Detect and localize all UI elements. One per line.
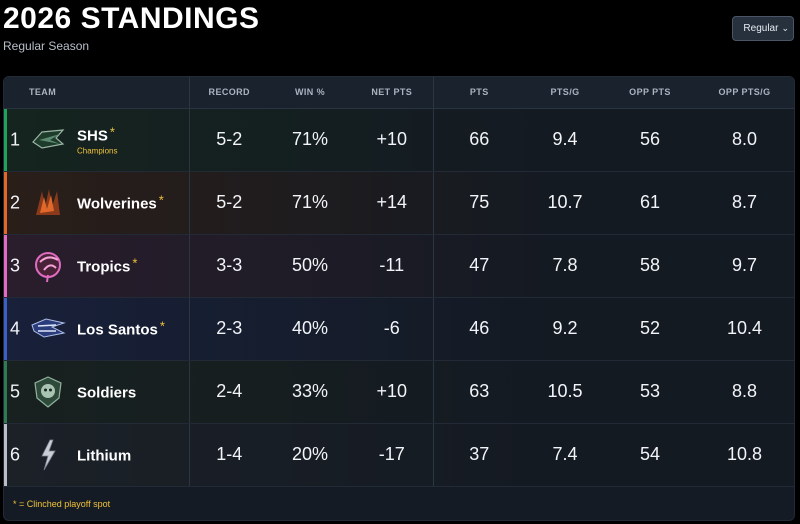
pts-per-game-cell: 9.2 <box>525 297 605 361</box>
opp-pts-cell: 56 <box>605 108 695 172</box>
win-pct-cell: 71% <box>269 171 351 235</box>
team-rank: 5 <box>10 381 21 401</box>
opp-pts-cell: 58 <box>605 234 695 298</box>
win-pct-cell: 71% <box>269 108 351 172</box>
team-name[interactable]: Soldiers <box>77 384 137 401</box>
pts-cell: 75 <box>433 171 525 235</box>
shs-logo-icon <box>30 122 66 158</box>
team-name[interactable]: SHS <box>77 127 108 144</box>
team-rank: 1 <box>10 129 21 149</box>
net-pts-cell: -6 <box>351 297 434 361</box>
record-cell: 5-2 <box>189 171 269 235</box>
pts-cell: 46 <box>433 297 525 361</box>
row-accent-bar <box>4 171 7 234</box>
col-header-opp-pts[interactable]: OPP PTS <box>605 77 695 109</box>
opp-pts-per-game-cell: 9.7 <box>695 234 794 298</box>
record-cell: 2-3 <box>189 297 269 361</box>
opp-pts-per-game-cell: 10.8 <box>695 423 794 487</box>
pts-cell: 66 <box>433 108 525 172</box>
team-cell[interactable]: 5 Soldiers <box>4 360 190 424</box>
opp-pts-per-game-cell: 8.0 <box>695 108 794 172</box>
col-header-net-pts[interactable]: NET PTS <box>351 77 434 109</box>
opp-pts-per-game-cell: 10.4 <box>695 297 794 361</box>
chevron-down-icon: ⌄ <box>781 23 789 33</box>
wolverines-logo-icon <box>30 185 66 221</box>
team-name[interactable]: Tropics <box>77 258 131 275</box>
team-cell[interactable]: 1 SHS * Champions <box>4 108 190 172</box>
soldiers-logo-icon <box>30 374 66 410</box>
win-pct-cell: 50% <box>269 234 351 298</box>
row-accent-bar <box>4 297 7 360</box>
table-row[interactable]: 1 SHS * Champions 5-2 71% +10 66 9.4 56 8.0 <box>4 108 794 172</box>
row-accent-bar <box>4 360 7 423</box>
team-rank: 2 <box>10 192 21 212</box>
pts-per-game-cell: 10.7 <box>525 171 605 235</box>
opp-pts-cell: 53 <box>605 360 695 424</box>
clinched-star: * <box>159 318 165 333</box>
net-pts-cell: -17 <box>351 423 434 487</box>
row-accent-bar <box>4 108 7 171</box>
team-rank: 6 <box>10 444 21 464</box>
win-pct-cell: 20% <box>269 423 351 487</box>
opp-pts-cell: 52 <box>605 297 695 361</box>
table-row[interactable]: 6 Lithium 1-4 20% -17 37 7.4 54 10.8 <box>4 423 794 487</box>
clinched-footnote: * = Clinched playoff spot <box>13 499 111 509</box>
col-header-team[interactable]: TEAM <box>4 77 190 109</box>
net-pts-cell: +14 <box>351 171 434 235</box>
team-rank: 3 <box>10 255 21 275</box>
win-pct-cell: 33% <box>269 360 351 424</box>
team-name[interactable]: Lithium <box>77 447 132 464</box>
pts-cell: 37 <box>433 423 525 487</box>
los-santos-logo-icon <box>30 311 66 347</box>
team-cell[interactable]: 3 Tropics * <box>4 234 190 298</box>
record-cell: 2-4 <box>189 360 269 424</box>
table-row[interactable]: 5 Soldiers 2-4 33% +10 63 10.5 53 8.8 <box>4 360 794 424</box>
team-name[interactable]: Wolverines <box>77 195 157 212</box>
pts-per-game-cell: 7.8 <box>525 234 605 298</box>
team-cell[interactable]: 4 Los Santos * <box>4 297 190 361</box>
team-cell[interactable]: 2 Wolverines * <box>4 171 190 235</box>
champion-label: Champions <box>77 146 118 155</box>
net-pts-cell: +10 <box>351 108 434 172</box>
opp-pts-per-game-cell: 8.8 <box>695 360 794 424</box>
table-header-row: TEAM RECORD WIN % NET PTS PTS PTS/G OPP … <box>4 77 794 109</box>
col-header-opp-pts-per-game[interactable]: OPP PTS/G <box>695 77 794 109</box>
season-select[interactable]: Regular ⌄ <box>732 16 794 41</box>
clinched-star: * <box>158 192 164 207</box>
lithium-logo-icon <box>30 437 66 473</box>
pts-cell: 47 <box>433 234 525 298</box>
col-header-record[interactable]: RECORD <box>189 77 269 109</box>
clinched-star: * <box>109 124 115 139</box>
standings-table: TEAM RECORD WIN % NET PTS PTS PTS/G OPP … <box>3 76 795 521</box>
pts-cell: 63 <box>433 360 525 424</box>
page-subtitle: Regular Season <box>3 39 90 53</box>
pts-per-game-cell: 9.4 <box>525 108 605 172</box>
col-header-pts[interactable]: PTS <box>433 77 525 109</box>
team-rank: 4 <box>10 318 21 338</box>
clinched-star: * <box>132 255 138 270</box>
season-select-value: Regular <box>743 23 779 34</box>
win-pct-cell: 40% <box>269 297 351 361</box>
team-cell[interactable]: 6 Lithium <box>4 423 190 487</box>
record-cell: 5-2 <box>189 108 269 172</box>
table-row[interactable]: 2 Wolverines * 5-2 71% +14 75 10.7 61 8.7 <box>4 171 794 235</box>
tropics-logo-icon <box>30 248 66 284</box>
page-title: 2026 STANDINGS <box>3 2 260 35</box>
table-row[interactable]: 4 Los Santos * 2-3 40% -6 46 9.2 52 10.4 <box>4 297 794 361</box>
net-pts-cell: -11 <box>351 234 434 298</box>
row-accent-bar <box>4 423 7 486</box>
pts-per-game-cell: 10.5 <box>525 360 605 424</box>
opp-pts-cell: 54 <box>605 423 695 487</box>
opp-pts-per-game-cell: 8.7 <box>695 171 794 235</box>
col-header-pts-per-game[interactable]: PTS/G <box>525 77 605 109</box>
col-header-win-pct[interactable]: WIN % <box>269 77 351 109</box>
team-name[interactable]: Los Santos <box>77 321 158 338</box>
pts-per-game-cell: 7.4 <box>525 423 605 487</box>
opp-pts-cell: 61 <box>605 171 695 235</box>
row-accent-bar <box>4 234 7 297</box>
record-cell: 3-3 <box>189 234 269 298</box>
record-cell: 1-4 <box>189 423 269 487</box>
net-pts-cell: +10 <box>351 360 434 424</box>
table-row[interactable]: 3 Tropics * 3-3 50% -11 47 7.8 58 9.7 <box>4 234 794 298</box>
